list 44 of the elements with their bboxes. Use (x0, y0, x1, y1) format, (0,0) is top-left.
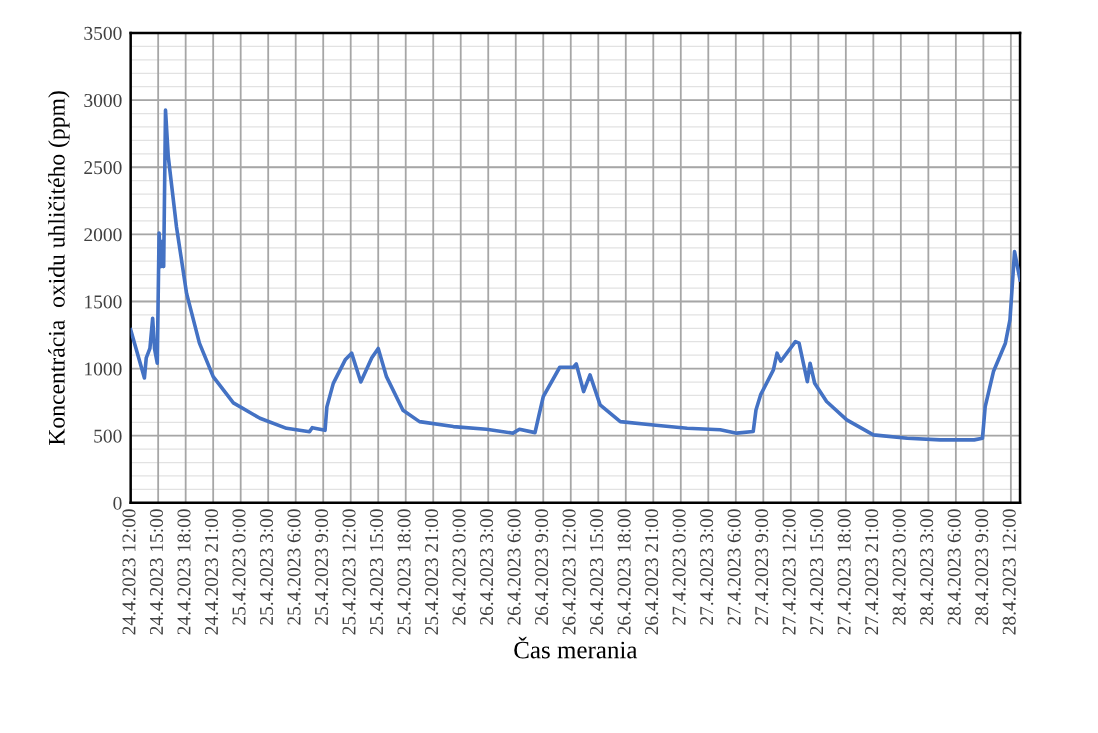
line-series (130, 108, 1021, 442)
x-tick-label: 26.4.2023 9:00 (535, 509, 549, 625)
x-tick-label: 28.4.2023 3:00 (920, 509, 934, 625)
x-tick-label: 24.4.2023 15:00 (149, 509, 164, 635)
x-tick-label: 28.4.2023 6:00 (947, 509, 961, 625)
x-tick-label: 27.4.2023 0:00 (672, 509, 686, 625)
x-tick-label: 28.4.2023 0:00 (892, 509, 906, 625)
x-tick-label: 24.4.2023 21:00 (204, 509, 219, 635)
x-tick-label: 25.4.2023 6:00 (287, 509, 301, 625)
x-tick-label: 27.4.2023 15:00 (810, 509, 824, 635)
x-tick-label: 25.4.2023 3:00 (259, 509, 274, 625)
y-tick-label: 0 (113, 496, 122, 510)
x-axis-title: Čas merania (514, 636, 638, 659)
x-tick-label: 26.4.2023 12:00 (562, 509, 576, 635)
y-tick-label: 2500 (84, 161, 122, 175)
y-tick-label: 3500 (84, 26, 122, 40)
x-tick-label: 25.4.2023 9:00 (314, 509, 329, 625)
x-tick-label: 27.4.2023 18:00 (837, 509, 851, 635)
x-tick-label: 26.4.2023 0:00 (452, 509, 466, 625)
x-tick-label: 24.4.2023 18:00 (177, 509, 191, 635)
x-tick-label: 27.4.2023 6:00 (727, 509, 741, 625)
x-tick-label: 26.4.2023 15:00 (590, 509, 604, 635)
x-tick-label: 28.4.2023 12:00 (1002, 509, 1016, 635)
x-tick-label: 25.4.2023 18:00 (397, 509, 411, 635)
x-tick-label: 26.4.2023 18:00 (617, 509, 631, 635)
x-tick-label: 26.4.2023 21:00 (645, 509, 659, 635)
x-tick-label: 25.4.2023 15:00 (369, 509, 384, 635)
x-tick-label: 25.4.2023 21:00 (424, 509, 439, 635)
x-tick-label: 27.4.2023 3:00 (700, 509, 714, 625)
y-axis-title: Koncentrácia oxidu uhličitého (ppm) (48, 91, 70, 445)
x-tick-label: 27.4.2023 21:00 (865, 509, 879, 635)
x-tick-label: 25.4.2023 0:00 (232, 509, 246, 625)
y-tick-label: 3000 (84, 93, 122, 108)
x-tick-label: 26.4.2023 3:00 (479, 509, 494, 625)
y-tick-label: 500 (94, 429, 122, 443)
x-tick-label: 25.4.2023 12:00 (342, 509, 356, 635)
x-tick-label: 27.4.2023 12:00 (782, 509, 796, 635)
x-tick-label: 28.4.2023 9:00 (975, 509, 989, 625)
y-tick-label: 1000 (85, 362, 122, 376)
x-tick-label: 26.4.2023 6:00 (507, 509, 521, 625)
y-tick-label: 2000 (84, 228, 122, 242)
x-tick-label: 27.4.2023 9:00 (755, 509, 769, 625)
x-tick-label: 24.4.2023 12:00 (122, 509, 136, 635)
y-tick-label: 1500 (85, 295, 122, 309)
